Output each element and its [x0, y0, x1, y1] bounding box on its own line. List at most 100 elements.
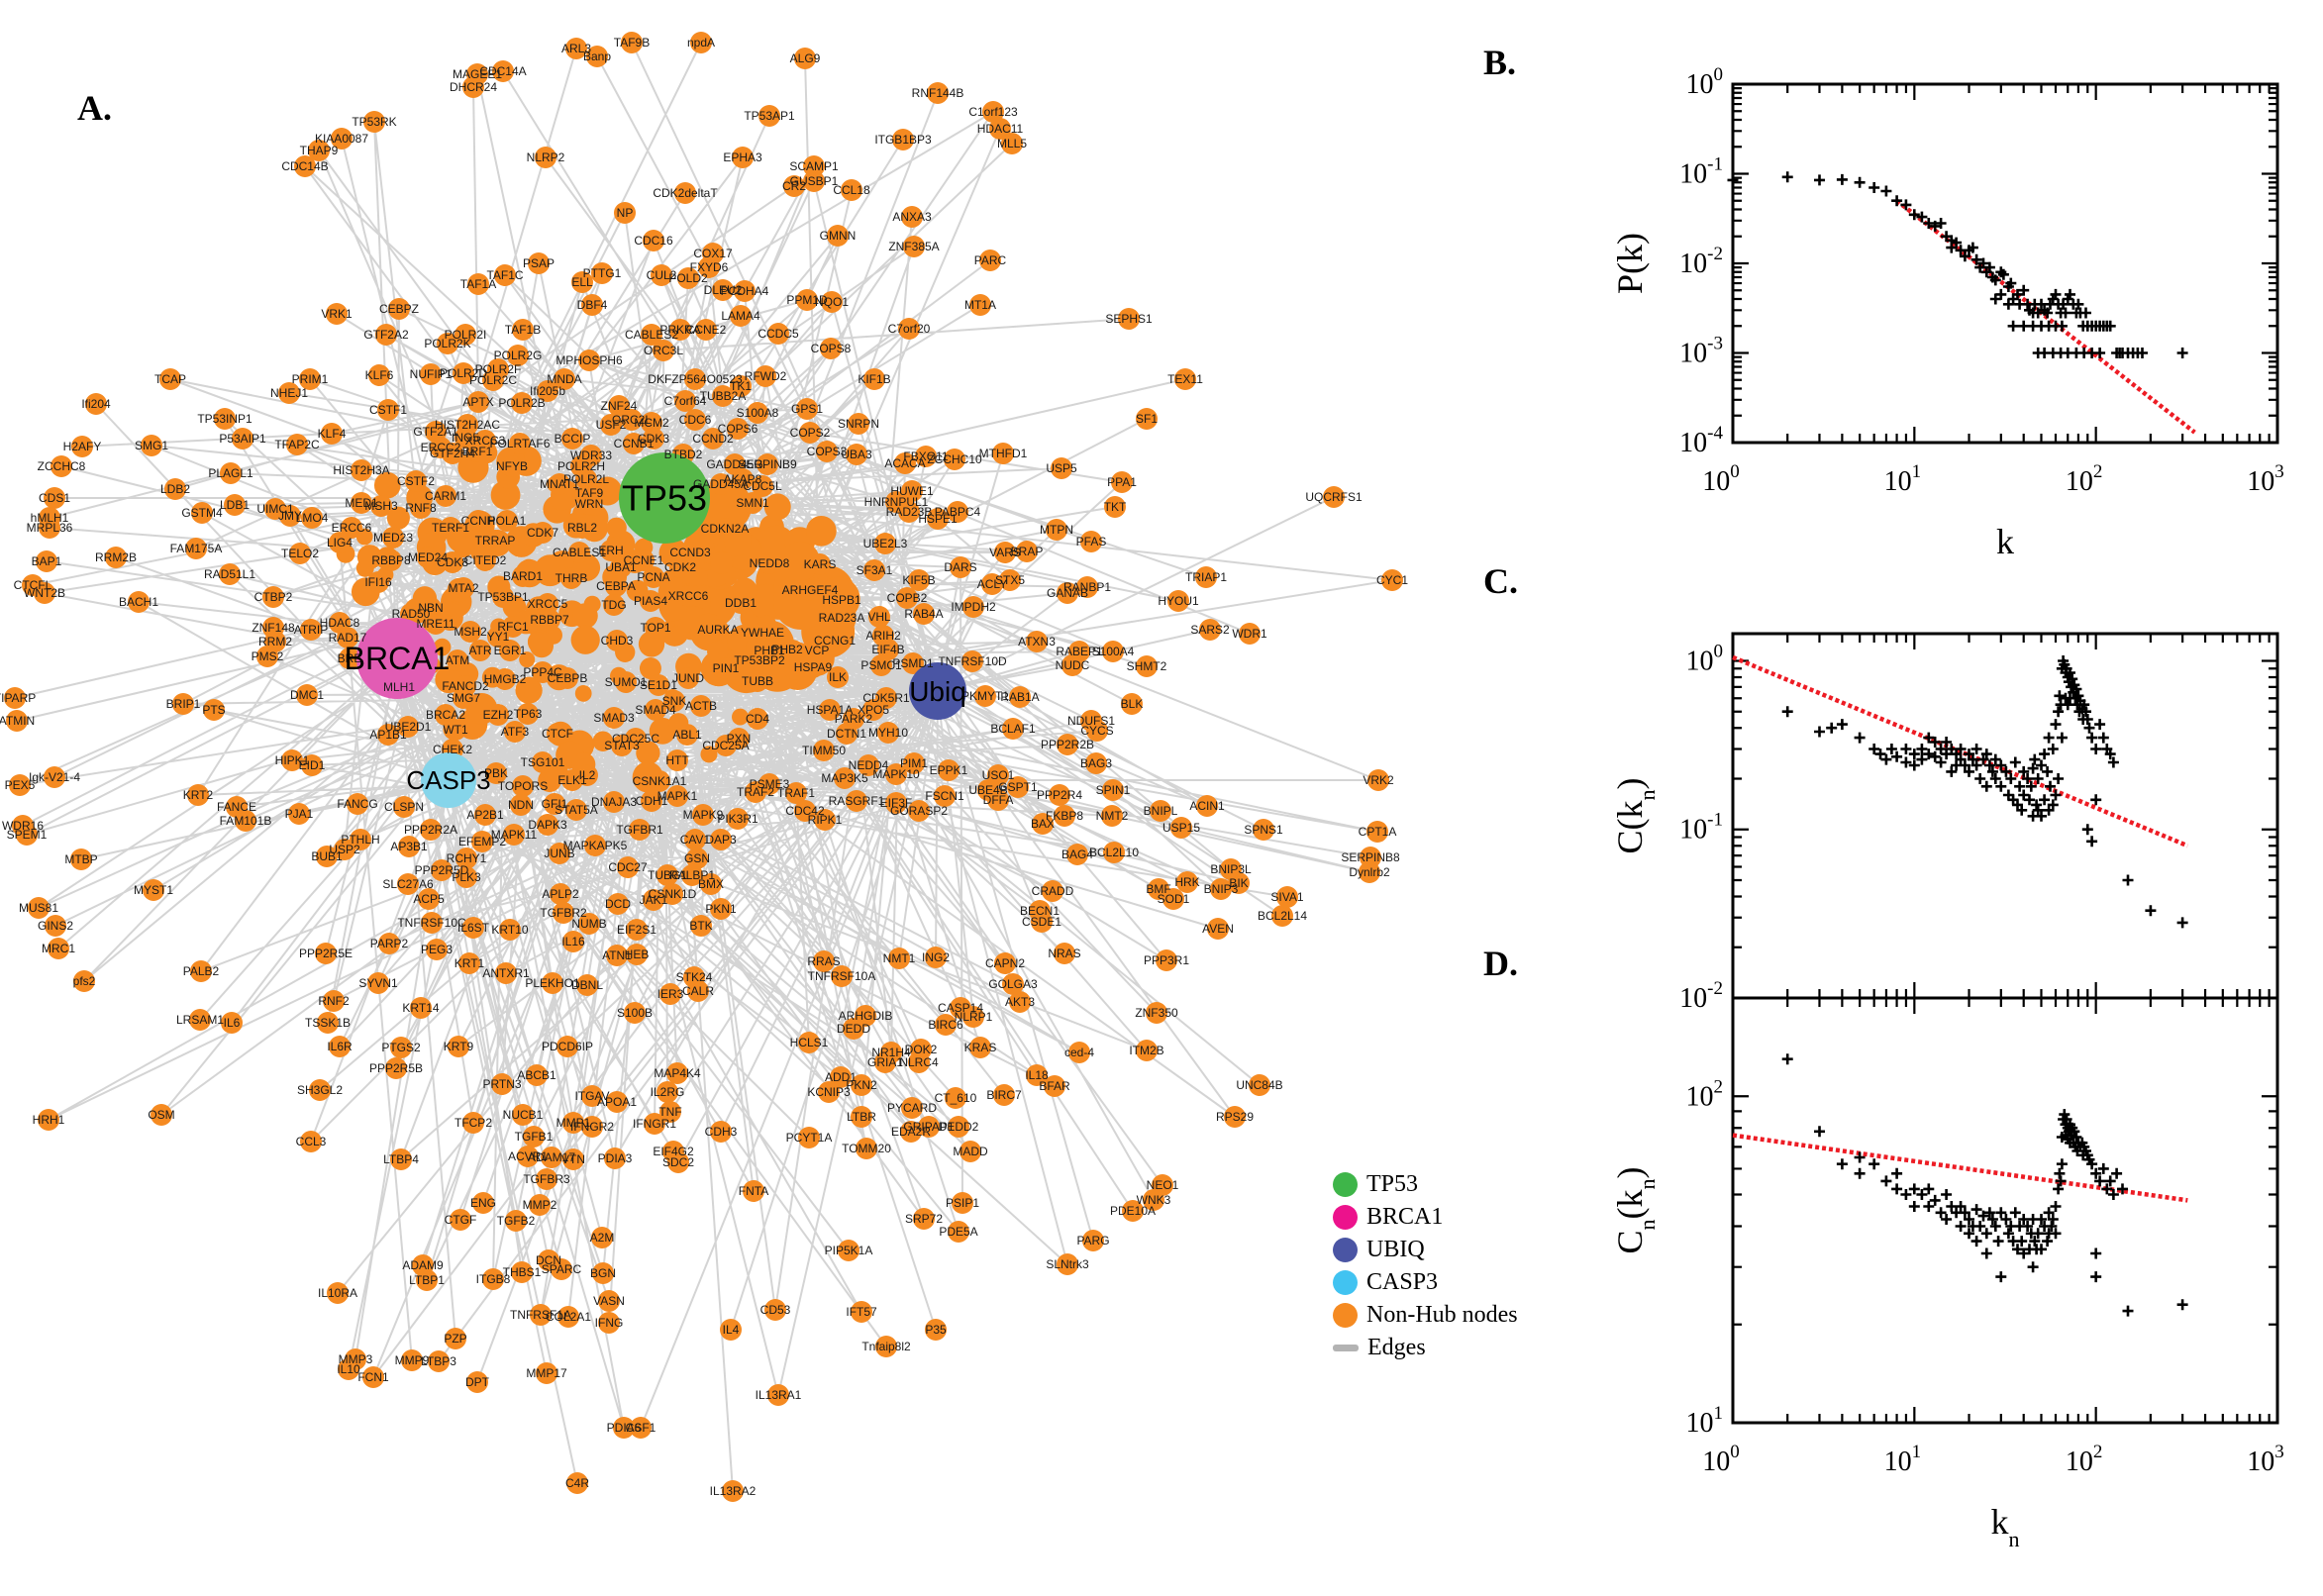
network-node[interactable]	[846, 790, 867, 812]
network-node[interactable]	[554, 368, 575, 390]
network-node[interactable]	[715, 735, 737, 756]
network-node[interactable]	[659, 983, 681, 1005]
network-node[interactable]	[901, 1097, 923, 1119]
network-node[interactable]	[321, 423, 343, 445]
network-node[interactable]	[819, 699, 841, 721]
network-node[interactable]	[317, 1012, 339, 1034]
network-node[interactable]	[459, 621, 481, 643]
network-node[interactable]	[494, 264, 516, 286]
network-node[interactable]	[542, 972, 563, 994]
network-node[interactable]	[1016, 541, 1038, 562]
network-node[interactable]	[494, 668, 516, 690]
network-node[interactable]	[821, 291, 843, 313]
network-node[interactable]	[649, 770, 670, 792]
network-node[interactable]	[898, 318, 920, 340]
network-node[interactable]	[732, 147, 754, 168]
network-node[interactable]	[831, 589, 853, 611]
network-node[interactable]	[710, 898, 732, 920]
network-node[interactable]	[730, 305, 752, 327]
network-node[interactable]	[70, 848, 92, 870]
network-node[interactable]	[581, 294, 603, 316]
network-node[interactable]	[1170, 817, 1192, 839]
network-node[interactable]	[34, 582, 55, 604]
network-node[interactable]	[732, 468, 754, 490]
network-node[interactable]	[868, 606, 890, 628]
network-node[interactable]	[856, 1138, 877, 1159]
network-node[interactable]	[549, 473, 570, 495]
network-node[interactable]	[571, 271, 593, 293]
network-node[interactable]	[537, 593, 558, 615]
network-node[interactable]	[1076, 576, 1098, 598]
network-node[interactable]	[578, 349, 600, 371]
network-node[interactable]	[598, 1290, 620, 1312]
network-node[interactable]	[511, 1261, 533, 1283]
network-node[interactable]	[562, 1148, 584, 1170]
network-node[interactable]	[401, 1349, 423, 1371]
network-node[interactable]	[610, 556, 632, 578]
network-node[interactable]	[442, 551, 463, 573]
network-node[interactable]	[898, 501, 920, 523]
network-node[interactable]	[418, 888, 440, 910]
network-node[interactable]	[377, 399, 399, 421]
network-node[interactable]	[1057, 734, 1078, 755]
network-node[interactable]	[375, 324, 397, 346]
network-node[interactable]	[651, 264, 672, 286]
network-node[interactable]	[458, 952, 480, 974]
network-node[interactable]	[329, 532, 351, 553]
network-node[interactable]	[1367, 769, 1389, 791]
network-node[interactable]	[1150, 800, 1171, 822]
network-node[interactable]	[455, 848, 477, 869]
network-node[interactable]	[466, 1371, 488, 1393]
network-node[interactable]	[1239, 623, 1261, 645]
network-node[interactable]	[560, 567, 582, 589]
network-node[interactable]	[73, 970, 95, 992]
network-node[interactable]	[863, 368, 885, 390]
network-node[interactable]	[39, 517, 60, 539]
network-node[interactable]	[453, 687, 474, 709]
network-node[interactable]	[445, 1328, 466, 1349]
network-node[interactable]	[603, 707, 625, 729]
network-node[interactable]	[614, 202, 636, 224]
network-node[interactable]	[752, 622, 773, 644]
network-node[interactable]	[802, 656, 824, 678]
network-node[interactable]	[796, 398, 818, 420]
network-node[interactable]	[462, 1112, 484, 1134]
network-node[interactable]	[925, 1319, 947, 1341]
network-node[interactable]	[397, 873, 419, 895]
network-node[interactable]	[640, 590, 661, 612]
network-node[interactable]	[512, 775, 534, 797]
network-node[interactable]	[720, 1319, 742, 1341]
network-node[interactable]	[1102, 641, 1124, 662]
network-node[interactable]	[666, 1062, 688, 1084]
network-node[interactable]	[1054, 943, 1075, 964]
network-node[interactable]	[467, 391, 489, 413]
network-node[interactable]	[962, 596, 984, 618]
network-node[interactable]	[301, 507, 323, 529]
network-node[interactable]	[536, 1362, 557, 1384]
network-node[interactable]	[948, 1221, 969, 1243]
network-node[interactable]	[758, 773, 780, 795]
network-node[interactable]	[528, 252, 550, 274]
network-node[interactable]	[908, 800, 930, 822]
network-node[interactable]	[417, 547, 439, 568]
network-node[interactable]	[1057, 1253, 1078, 1275]
network-node[interactable]	[435, 704, 456, 726]
network-node[interactable]	[421, 912, 443, 934]
network-node[interactable]	[578, 493, 600, 515]
network-node[interactable]	[722, 1480, 744, 1502]
network-node[interactable]	[851, 1106, 872, 1128]
network-node[interactable]	[390, 1148, 412, 1170]
network-node[interactable]	[556, 1036, 578, 1057]
network-node[interactable]	[591, 262, 613, 284]
network-node[interactable]	[1044, 1075, 1065, 1097]
network-node[interactable]	[874, 533, 896, 554]
network-node[interactable]	[994, 542, 1016, 563]
network-node[interactable]	[851, 1074, 872, 1096]
network-node[interactable]	[843, 1018, 864, 1040]
network-node[interactable]	[814, 809, 836, 831]
network-node[interactable]	[908, 569, 930, 591]
network-node[interactable]	[683, 966, 705, 988]
network-node[interactable]	[380, 549, 402, 571]
network-node[interactable]	[262, 586, 284, 608]
network-node[interactable]	[659, 1101, 681, 1123]
